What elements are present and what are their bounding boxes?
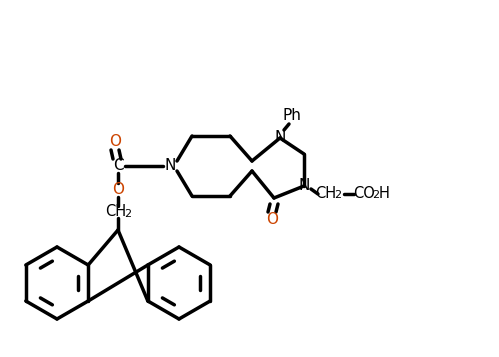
Text: N: N: [274, 131, 286, 146]
Text: CH: CH: [105, 205, 127, 220]
Text: N: N: [164, 159, 176, 174]
Text: H: H: [379, 186, 389, 201]
Text: 2: 2: [372, 191, 380, 201]
Text: O: O: [266, 212, 278, 227]
Text: CH: CH: [315, 186, 336, 201]
Text: 2: 2: [334, 191, 341, 201]
Text: N: N: [298, 178, 310, 193]
Text: Ph: Ph: [282, 109, 301, 124]
Text: O: O: [112, 182, 124, 197]
Text: C: C: [113, 159, 123, 174]
Text: 2: 2: [124, 209, 132, 219]
Text: O: O: [109, 135, 121, 150]
Text: CO: CO: [353, 186, 375, 201]
